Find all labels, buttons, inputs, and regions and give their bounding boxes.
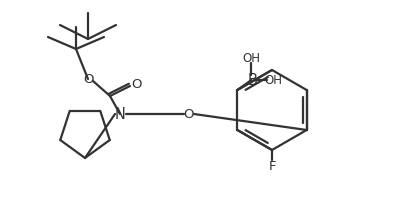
Text: B: B [247,73,257,88]
Text: O: O [131,77,141,91]
Text: OH: OH [242,52,260,64]
Text: O: O [184,107,194,120]
Text: N: N [115,107,125,122]
Text: F: F [268,159,276,172]
Text: OH: OH [264,73,282,86]
Text: O: O [83,73,93,86]
